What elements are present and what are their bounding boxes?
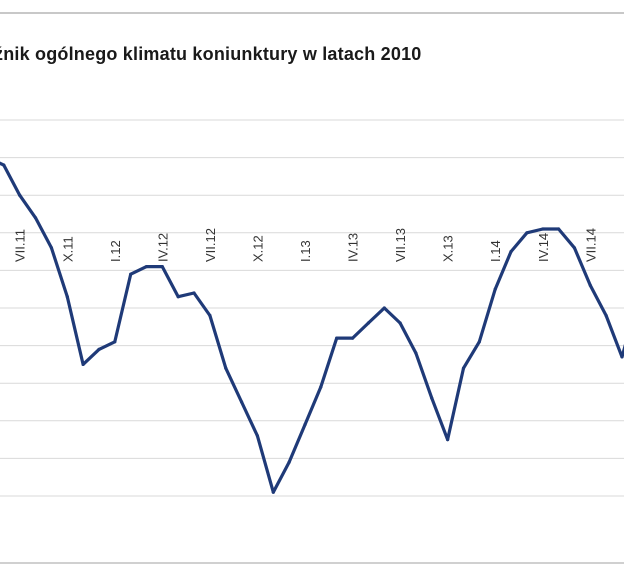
data-point — [572, 246, 577, 250]
data-point — [2, 163, 6, 167]
data-point — [208, 313, 212, 318]
data-point — [271, 490, 275, 494]
x-tick-label: IV.14 — [536, 233, 551, 262]
data-point — [525, 231, 529, 235]
data-point — [414, 351, 418, 355]
data-point — [33, 216, 38, 220]
data-point — [509, 250, 513, 254]
chart-title: źnik ogólnego klimatu koniunktury w lata… — [0, 44, 422, 64]
data-point — [287, 460, 291, 464]
data-point — [493, 287, 497, 291]
x-tick-label: I.13 — [298, 240, 313, 262]
data-point — [192, 291, 196, 295]
data-point — [129, 272, 133, 276]
data-point — [81, 362, 85, 366]
x-tick-label: VII.14 — [583, 228, 598, 262]
data-point — [113, 340, 117, 344]
data-point — [382, 306, 386, 310]
data-point — [224, 366, 228, 370]
data-point — [620, 355, 624, 359]
data-point — [97, 347, 101, 351]
data-point — [240, 400, 244, 404]
x-tick-label: IV.12 — [155, 233, 170, 262]
data-point — [176, 295, 180, 299]
frame-top-border — [0, 12, 624, 14]
x-tick-label: I.12 — [108, 240, 123, 262]
x-tick-label: X.12 — [250, 235, 265, 262]
data-point — [144, 265, 149, 269]
data-point — [351, 336, 355, 340]
x-tick-label: IV.13 — [346, 233, 361, 262]
data-point — [18, 193, 22, 197]
x-tick-labels: VII.11 X.11 I.12 IV.12 VII.12 X.12 I.13 IV.13 VI… — [13, 228, 599, 262]
data-point — [366, 321, 370, 325]
gridlines — [0, 119, 624, 497]
data-point — [398, 321, 402, 325]
series-line — [0, 161, 624, 494]
series-layer — [0, 161, 624, 494]
data-point — [303, 423, 307, 427]
x-tick-label: VII.13 — [393, 228, 408, 262]
data-point — [604, 313, 608, 318]
x-tick-label: X.13 — [441, 235, 456, 262]
x-tick-label: VII.11 — [13, 229, 28, 262]
data-point — [541, 227, 545, 231]
data-point — [477, 340, 481, 344]
data-point — [557, 227, 561, 231]
data-point — [430, 396, 434, 400]
x-tick-label: X.11 — [60, 236, 75, 262]
x-tick-label: I.14 — [488, 240, 503, 262]
data-point — [461, 366, 466, 370]
data-point — [588, 283, 592, 287]
frame-bottom-border — [0, 562, 624, 564]
data-point — [446, 438, 450, 442]
data-point — [319, 385, 323, 389]
data-point — [335, 336, 339, 340]
x-tick-label: VII.12 — [203, 228, 218, 262]
data-point — [160, 265, 164, 269]
data-point — [255, 434, 259, 438]
data-point — [49, 246, 54, 250]
data-point — [65, 295, 69, 299]
